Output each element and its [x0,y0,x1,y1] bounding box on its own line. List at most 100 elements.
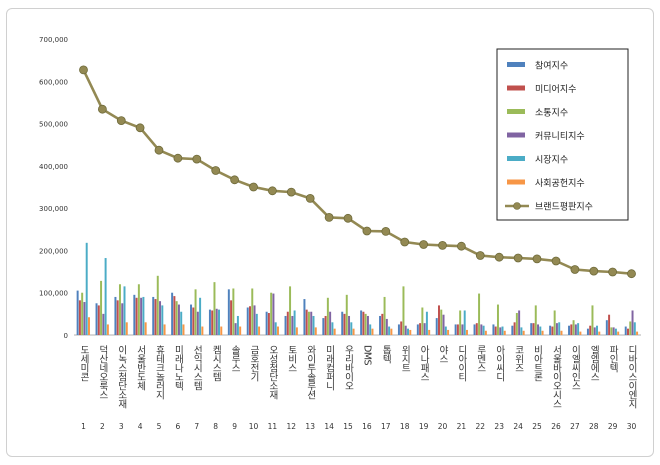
y-tick-label: 700,000 [39,36,68,44]
line-point [362,226,372,236]
bar [348,315,351,335]
bar [494,326,497,335]
bar [220,326,223,335]
category-label: 토비스 [286,345,297,372]
bar [444,326,447,335]
bar [534,305,537,335]
rank-label: 30 [627,422,637,431]
bar [180,311,183,335]
x-axis-labels: 도세미콘 1 덕산네오룩스 2 이녹스첨단소재 3 서울반도체 4 휴테크놀러지 5 미래나노텍 6 선… [78,344,637,431]
category-label: 톱텍 [380,345,391,364]
bar [435,318,438,335]
category-label: 미래컴퍼니 [324,345,335,391]
category-label: 덕산네오룩스 [97,345,108,399]
bar [213,282,216,335]
bar [182,324,185,335]
bar [440,309,443,335]
bar [574,324,577,335]
line-point [532,254,542,264]
bar [608,314,611,335]
bar [537,324,540,335]
bar [482,325,485,335]
bar [284,315,287,335]
bar [397,324,400,335]
category-label: 야스 [437,345,448,363]
bar [617,331,620,335]
legend-marker [513,202,521,210]
bar [326,297,329,335]
bar [265,311,268,335]
rank-label: 28 [589,422,599,431]
line-point [494,252,504,262]
rank-label: 22 [476,422,486,431]
category-label: 선익시스템 [191,345,202,390]
bar [230,300,233,335]
bar [541,330,544,335]
bar [239,326,242,335]
line-point [589,266,599,276]
brand-reputation-chart: 0 100,000 200,000 300,000 400,000 500,000 600,… [39,36,641,431]
bar [83,302,86,335]
bar [438,305,440,335]
rank-label: 15 [343,422,353,431]
bar [381,313,384,335]
bar [215,308,218,335]
bar [629,321,632,335]
category-label: 코위즈 [513,345,524,372]
bar [286,311,289,335]
bar [249,306,251,335]
line-point [608,267,617,277]
category-label: 이녹스첨단소재 [116,345,127,409]
bar [173,296,176,335]
bar [591,305,594,335]
rank-label: 4 [138,422,143,431]
rank-label: 24 [513,422,523,431]
bar [631,310,634,335]
rank-label: 25 [532,422,542,431]
line-point [343,213,353,223]
line-point [324,212,334,222]
bar [539,326,542,335]
bar [442,314,445,335]
legend-swatch [507,109,525,114]
bar [293,310,296,335]
bar [636,331,639,335]
bar [276,326,279,335]
rank-label: 10 [249,422,259,431]
y-tick-label: 0 [64,332,68,340]
bar [465,329,468,335]
bar [496,304,499,335]
bar [513,322,516,335]
line-point [475,251,485,260]
category-label: 파인텍 [607,345,618,373]
bar [322,318,325,335]
bar [78,300,81,335]
bar [253,305,256,335]
bar [475,323,478,335]
bar [199,297,202,335]
category-label: DMS [361,345,372,366]
bar [295,327,298,335]
bar [484,330,487,335]
bar [192,307,195,335]
category-label: 금호전기 [248,345,259,382]
bar [379,315,382,335]
bar [307,311,310,335]
bar [303,299,306,335]
y-tick-label: 100,000 [39,290,68,298]
bar [593,327,596,335]
bar [503,330,506,335]
bar [549,325,552,335]
category-label: 아이씨디 [494,345,505,382]
bar [520,327,523,335]
line-point [570,265,580,274]
bar [572,320,575,335]
bar [456,324,459,335]
bar [366,315,369,335]
line-point [98,104,107,114]
bar [305,309,308,335]
rank-label: 13 [305,422,315,431]
bar [518,310,521,335]
legend-label: 커뮤니티지수 [535,131,585,142]
bar [118,284,121,335]
